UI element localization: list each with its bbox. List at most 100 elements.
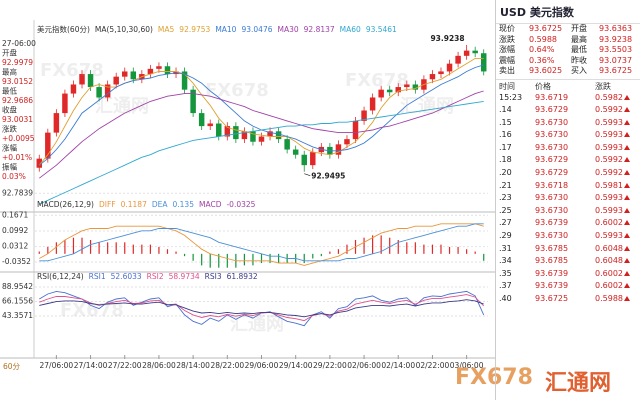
trade-time: .17 — [499, 142, 512, 152]
quote-row: 现价 93.6725 开盘 93.6363 — [496, 24, 640, 35]
trade-change: 0.5988 — [595, 294, 623, 303]
candle-body — [70, 84, 77, 94]
trade-row: .20 93.6729 0.5992 — [496, 167, 640, 180]
x-tick-label: 02/22:00 — [416, 361, 450, 370]
chart: 60分 27/06:00 27/14:00 27/22:00 28/06:00 28/1… — [0, 20, 495, 371]
quote-value: 0.64% — [529, 45, 555, 54]
indicator-line — [39, 223, 484, 262]
quote-label: 震幅 — [499, 55, 515, 65]
macd-bar — [149, 244, 151, 254]
macd-bar — [431, 244, 434, 254]
legend-name: DIFF — [99, 200, 116, 209]
candle-body — [284, 139, 290, 150]
info-label: 开盘 — [2, 48, 17, 58]
quote-row: 震幅 0.36% 昨收 93.0737 — [496, 56, 640, 67]
candle-body — [455, 55, 461, 64]
macd-bar — [397, 240, 399, 254]
candle-body — [378, 89, 384, 98]
candle-body — [198, 113, 205, 127]
candle-body — [164, 66, 171, 75]
watermark: FX678 — [455, 365, 533, 390]
trade-change: 0.5992 — [595, 105, 623, 115]
macd-bar — [346, 244, 348, 254]
up-arrow — [624, 132, 630, 138]
candle-body — [122, 71, 128, 77]
trade-time: .37 — [499, 281, 512, 291]
indicator-line — [38, 57, 484, 166]
candle-body — [480, 53, 487, 72]
panel-title: MACD(26,12,9) — [37, 200, 94, 209]
trade-change: 0.5982 — [595, 92, 623, 102]
y-tick-label: 0.0992 — [2, 226, 28, 235]
x-tick-label: 02/06:00 — [347, 361, 381, 370]
legend-name: RSI3 — [205, 272, 222, 281]
trade-price: 93.6730 — [535, 193, 569, 203]
trade-time: .23 — [499, 193, 512, 203]
period-label: 60分 — [3, 362, 21, 371]
candle-body — [463, 50, 470, 56]
macd-bar — [38, 251, 40, 254]
trade-row: .35 93.6739 0.6002 — [496, 268, 640, 281]
macd-bar — [337, 249, 340, 254]
candle-body — [45, 132, 51, 159]
candle-body — [267, 131, 273, 137]
macd-bar — [243, 253, 246, 266]
quote-value: 93.6725 — [599, 66, 633, 75]
trade-price: 93.6730 — [535, 117, 569, 127]
x-tick-label: 27/22:00 — [108, 361, 142, 370]
macd-bar — [218, 253, 220, 268]
candle-body — [258, 136, 265, 142]
macd-bar — [192, 253, 194, 261]
quote-value: 0.5988 — [529, 34, 557, 44]
up-arrow — [624, 270, 630, 276]
macd-bar — [141, 244, 143, 254]
quote-label: 卖出 — [499, 66, 515, 75]
trade-change-cell: 0.5993 — [595, 205, 640, 218]
y-tick-label: -0.0352 — [2, 257, 31, 266]
trade-row: .23 93.6730 0.5993 — [496, 192, 640, 205]
trade-change: 0.6002 — [595, 218, 623, 228]
legend-value: -0.0325 — [226, 200, 255, 209]
info-value: 93.0152 — [2, 77, 33, 86]
candle-body — [207, 123, 213, 127]
macd-bar — [414, 242, 416, 254]
min-annotation: 92.9495 — [311, 172, 345, 181]
candle-body — [404, 84, 410, 88]
trade-price: 93.6730 — [535, 142, 569, 152]
macd-bar — [158, 246, 160, 254]
trade-row: .14 93.6729 0.5992 — [496, 104, 640, 117]
trade-row: .37 93.6739 0.6002 — [496, 280, 640, 293]
indicator-name: MA(5,10,30,60) — [95, 25, 153, 34]
candle-body — [275, 131, 282, 140]
legend-name: MA30 — [277, 25, 298, 34]
trade-row: .18 93.6729 0.5992 — [496, 154, 640, 167]
legend-name: MA10 — [215, 25, 236, 34]
info-value: 93.0031 — [2, 115, 33, 124]
up-arrow — [624, 170, 630, 176]
info-label: 收盘 — [2, 105, 17, 115]
quote-value: 93.0737 — [599, 55, 633, 65]
trade-time: .16 — [499, 130, 512, 140]
up-arrow — [624, 220, 630, 226]
trade-change-cell: 0.5993 — [595, 230, 640, 243]
trade-time: .35 — [499, 268, 512, 278]
trade-change-cell: 0.5988 — [595, 293, 640, 306]
y-tick-label: 43.3571 — [2, 311, 33, 320]
x-tick-label: 02/14:00 — [381, 361, 415, 370]
trade-price: 93.6719 — [535, 92, 569, 102]
trade-time: .15 — [499, 117, 512, 127]
y-tick-label: 0.1671 — [2, 210, 28, 219]
x-tick-label: 29/14:00 — [279, 361, 313, 370]
trade-time: .40 — [499, 294, 512, 303]
info-time: 27-06:00 — [2, 39, 36, 48]
candle-body — [446, 63, 453, 72]
candle-body — [87, 74, 94, 88]
trade-price: 93.6785 — [535, 256, 569, 266]
candle-body — [429, 74, 436, 80]
quote-row: 涨幅 0.64% 最低 93.5503 — [496, 45, 640, 56]
quote-label: 买入 — [571, 66, 587, 75]
trade-change: 0.5993 — [595, 142, 623, 152]
macd-bar — [303, 253, 305, 264]
candle-body — [216, 123, 222, 137]
trade-price: 93.6739 — [535, 281, 569, 291]
